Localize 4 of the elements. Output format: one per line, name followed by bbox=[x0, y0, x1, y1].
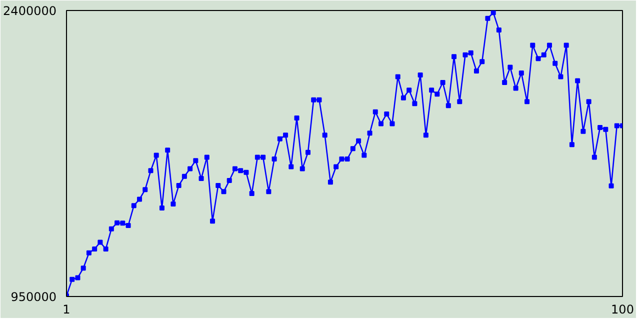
y-tick-label: 950000 bbox=[10, 290, 57, 304]
y-tick-label: 2400000 bbox=[3, 4, 57, 18]
x-tick-label: 100 bbox=[611, 302, 634, 316]
x-tick-label: 1 bbox=[62, 302, 70, 316]
